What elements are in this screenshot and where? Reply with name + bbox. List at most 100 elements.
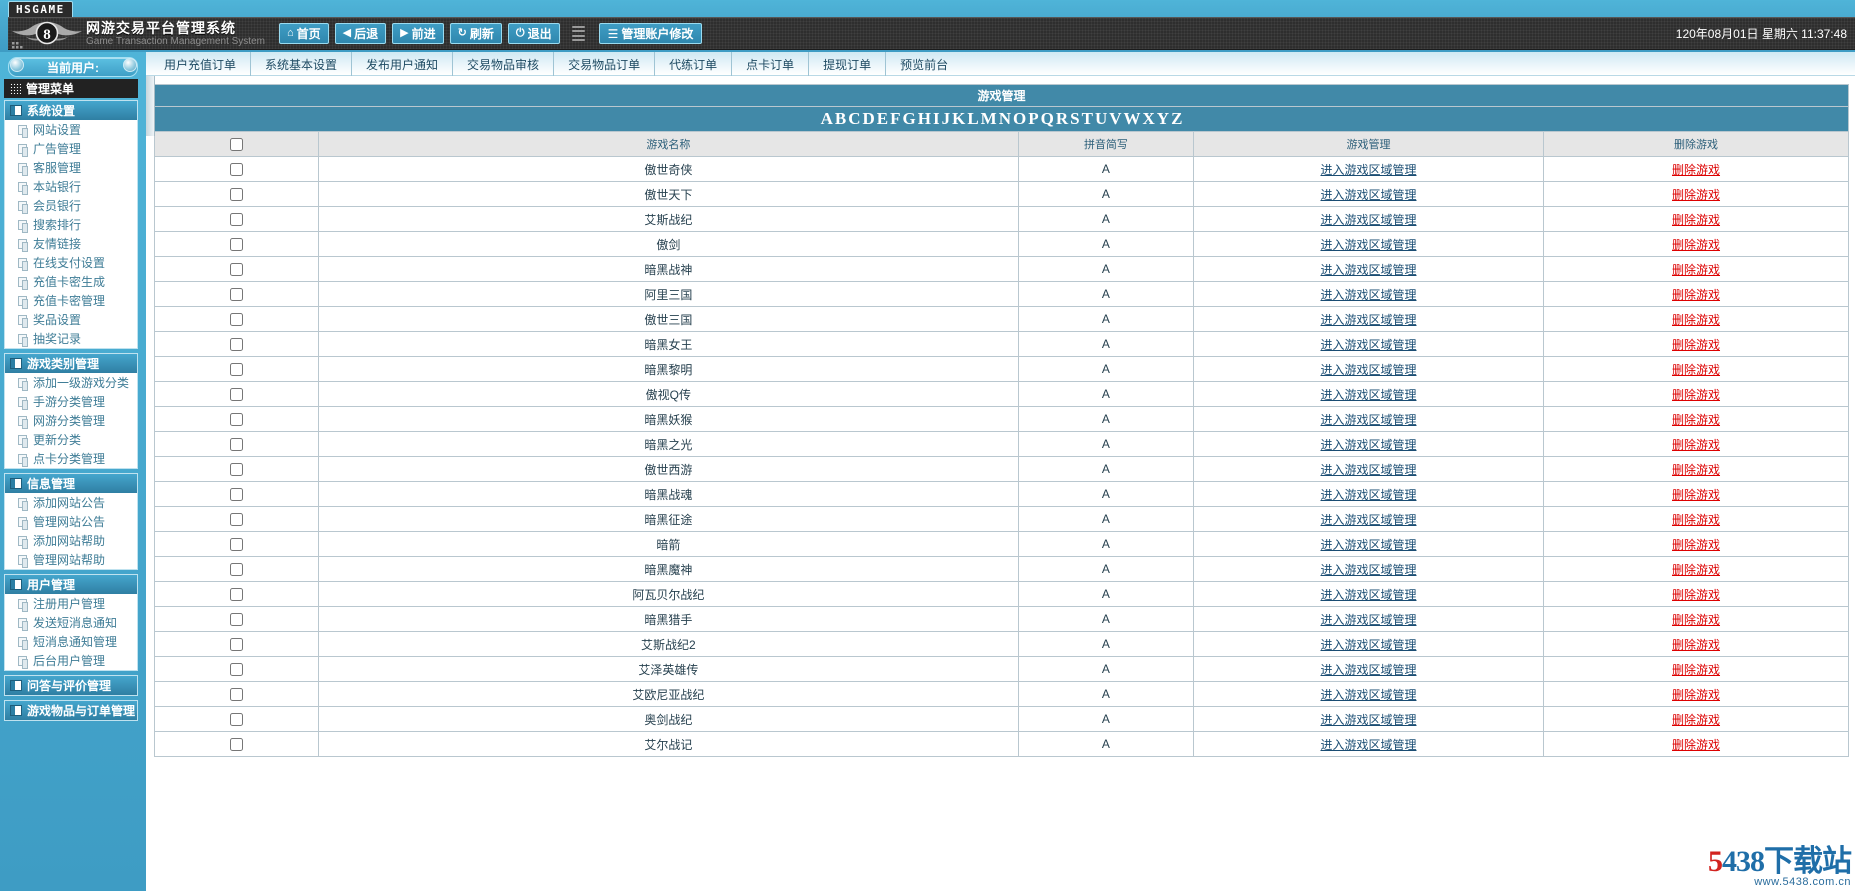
alphabet-link-U[interactable]: U — [1094, 109, 1108, 128]
content-edge-scrollbar[interactable] — [146, 76, 155, 136]
enter-game-zone-link[interactable]: 进入游戏区域管理 — [1320, 737, 1417, 752]
sidebar-item[interactable]: 本站银行 — [5, 177, 137, 196]
enter-game-zone-link[interactable]: 进入游戏区域管理 — [1320, 462, 1417, 477]
row-checkbox[interactable] — [229, 238, 243, 252]
row-checkbox[interactable] — [229, 688, 243, 702]
alphabet-link-R[interactable]: R — [1055, 109, 1069, 128]
enter-game-zone-link[interactable]: 进入游戏区域管理 — [1320, 487, 1417, 502]
alphabet-link-D[interactable]: D — [862, 109, 875, 128]
alphabet-link-G[interactable]: G — [902, 109, 916, 128]
sidebar-group-header[interactable]: 游戏物品与订单管理 — [5, 701, 137, 720]
sidebar-item[interactable]: 网游分类管理 — [5, 411, 137, 430]
account-edit-button[interactable]: ☰ 管理账户修改 — [598, 23, 703, 44]
nav-button-home[interactable]: ⌂ 首页 — [278, 23, 329, 44]
alphabet-link-M[interactable]: M — [980, 109, 997, 128]
sidebar-item[interactable]: 会员银行 — [5, 196, 137, 215]
alphabet-link-H[interactable]: H — [917, 109, 931, 128]
alphabet-link-A[interactable]: A — [820, 109, 833, 128]
sidebar-item[interactable]: 客服管理 — [5, 158, 137, 177]
sidebar-group-header[interactable]: 游戏类别管理 — [5, 354, 137, 373]
alphabet-link-W[interactable]: W — [1123, 109, 1141, 128]
row-checkbox[interactable] — [229, 738, 243, 752]
delete-game-link[interactable]: 删除游戏 — [1672, 237, 1721, 252]
tab-item[interactable]: 代练订单 — [655, 52, 733, 76]
tab-item[interactable]: 交易物品审核 — [453, 52, 555, 76]
sidebar-item[interactable]: 发送短消息通知 — [5, 613, 137, 632]
alphabet-link-X[interactable]: X — [1142, 109, 1155, 128]
sidebar-item[interactable]: 充值卡密管理 — [5, 291, 137, 310]
delete-game-link[interactable]: 删除游戏 — [1672, 287, 1721, 302]
sidebar-item[interactable]: 添加网站公告 — [5, 493, 137, 512]
sidebar-item[interactable]: 管理网站帮助 — [5, 550, 137, 569]
row-checkbox[interactable] — [229, 188, 243, 202]
enter-game-zone-link[interactable]: 进入游戏区域管理 — [1320, 562, 1417, 577]
nav-button-refresh[interactable]: ↻ 刷新 — [449, 23, 502, 44]
enter-game-zone-link[interactable]: 进入游戏区域管理 — [1320, 387, 1417, 402]
alphabet-link-B[interactable]: B — [834, 109, 847, 128]
tab-item[interactable]: 用户充值订单 — [150, 52, 252, 76]
sidebar-item[interactable]: 添加网站帮助 — [5, 531, 137, 550]
enter-game-zone-link[interactable]: 进入游戏区域管理 — [1320, 587, 1417, 602]
enter-game-zone-link[interactable]: 进入游戏区域管理 — [1320, 187, 1417, 202]
tab-item[interactable]: 系统基本设置 — [251, 52, 353, 76]
row-checkbox[interactable] — [229, 163, 243, 177]
nav-button-back[interactable]: ◀ 后退 — [334, 23, 387, 44]
delete-game-link[interactable]: 删除游戏 — [1672, 262, 1721, 277]
sidebar-item[interactable]: 抽奖记录 — [5, 329, 137, 348]
enter-game-zone-link[interactable]: 进入游戏区域管理 — [1320, 637, 1417, 652]
alphabet-link-T[interactable]: T — [1081, 109, 1093, 128]
select-all-checkbox[interactable] — [229, 137, 243, 151]
delete-game-link[interactable]: 删除游戏 — [1672, 737, 1721, 752]
sidebar-item[interactable]: 奖品设置 — [5, 310, 137, 329]
row-checkbox[interactable] — [229, 713, 243, 727]
row-checkbox[interactable] — [229, 213, 243, 227]
enter-game-zone-link[interactable]: 进入游戏区域管理 — [1320, 437, 1417, 452]
alphabet-link-V[interactable]: V — [1109, 109, 1122, 128]
sidebar-item[interactable]: 搜索排行 — [5, 215, 137, 234]
tab-item[interactable]: 发布用户通知 — [352, 52, 454, 76]
enter-game-zone-link[interactable]: 进入游戏区域管理 — [1320, 337, 1417, 352]
tab-item[interactable]: 提现订单 — [809, 52, 887, 76]
enter-game-zone-link[interactable]: 进入游戏区域管理 — [1320, 237, 1417, 252]
delete-game-link[interactable]: 删除游戏 — [1672, 562, 1721, 577]
nav-button-logout[interactable]: ⏻ 退出 — [507, 23, 560, 44]
delete-game-link[interactable]: 删除游戏 — [1672, 462, 1721, 477]
row-checkbox[interactable] — [229, 363, 243, 377]
row-checkbox[interactable] — [229, 413, 243, 427]
delete-game-link[interactable]: 删除游戏 — [1672, 512, 1721, 527]
alphabet-link-K[interactable]: K — [952, 109, 966, 128]
sidebar-group-header[interactable]: 系统设置 — [5, 101, 137, 120]
enter-game-zone-link[interactable]: 进入游戏区域管理 — [1320, 412, 1417, 427]
alphabet-link-P[interactable]: P — [1028, 109, 1039, 128]
enter-game-zone-link[interactable]: 进入游戏区域管理 — [1320, 612, 1417, 627]
sidebar-item[interactable]: 充值卡密生成 — [5, 272, 137, 291]
sidebar-group-header[interactable]: 问答与评价管理 — [5, 676, 137, 695]
enter-game-zone-link[interactable]: 进入游戏区域管理 — [1320, 662, 1417, 677]
menu-hamburger-icon[interactable] — [571, 26, 585, 41]
delete-game-link[interactable]: 删除游戏 — [1672, 387, 1721, 402]
delete-game-link[interactable]: 删除游戏 — [1672, 412, 1721, 427]
alphabet-link-Q[interactable]: Q — [1040, 109, 1054, 128]
sidebar-item[interactable]: 在线支付设置 — [5, 253, 137, 272]
row-checkbox[interactable] — [229, 563, 243, 577]
alphabet-link-O[interactable]: O — [1013, 109, 1027, 128]
delete-game-link[interactable]: 删除游戏 — [1672, 487, 1721, 502]
alphabet-link-N[interactable]: N — [998, 109, 1011, 128]
delete-game-link[interactable]: 删除游戏 — [1672, 662, 1721, 677]
row-checkbox[interactable] — [229, 613, 243, 627]
row-checkbox[interactable] — [229, 638, 243, 652]
delete-game-link[interactable]: 删除游戏 — [1672, 187, 1721, 202]
sidebar-item[interactable]: 更新分类 — [5, 430, 137, 449]
delete-game-link[interactable]: 删除游戏 — [1672, 212, 1721, 227]
delete-game-link[interactable]: 删除游戏 — [1672, 162, 1721, 177]
sidebar-group-header[interactable]: 用户管理 — [5, 575, 137, 594]
delete-game-link[interactable]: 删除游戏 — [1672, 712, 1721, 727]
sidebar-item[interactable]: 手游分类管理 — [5, 392, 137, 411]
row-checkbox[interactable] — [229, 513, 243, 527]
sidebar-item[interactable]: 注册用户管理 — [5, 594, 137, 613]
tab-item[interactable]: 交易物品订单 — [554, 52, 656, 76]
sidebar-item[interactable]: 后台用户管理 — [5, 651, 137, 670]
row-checkbox[interactable] — [229, 263, 243, 277]
delete-game-link[interactable]: 删除游戏 — [1672, 362, 1721, 377]
delete-game-link[interactable]: 删除游戏 — [1672, 312, 1721, 327]
